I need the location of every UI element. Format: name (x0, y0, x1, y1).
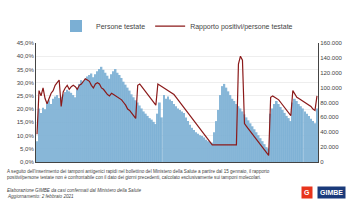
svg-text:Elaborazione GIMBE da casi con: Elaborazione GIMBE da casi confermati da… (7, 188, 141, 193)
svg-text:35,0%: 35,0% (17, 67, 35, 73)
svg-text:100.000: 100.000 (320, 85, 342, 91)
svg-text:Rapporto positivi/persone test: Rapporto positivi/persone testate (190, 23, 292, 31)
svg-text:25,0%: 25,0% (17, 93, 35, 99)
svg-text:80.000: 80.000 (320, 100, 339, 106)
svg-text:160.000: 160.000 (320, 40, 342, 46)
svg-text:0: 0 (320, 159, 324, 165)
svg-text:5,0%: 5,0% (20, 146, 34, 152)
svg-text:120.000: 120.000 (320, 70, 342, 76)
svg-text:60.000: 60.000 (320, 114, 339, 120)
svg-text:20,0%: 20,0% (17, 106, 35, 112)
svg-text:15,0%: 15,0% (17, 119, 35, 125)
svg-text:G: G (304, 189, 310, 196)
svg-text:45,0%: 45,0% (17, 40, 35, 46)
svg-text:Aggiornamento: 2 febbraio 2021: Aggiornamento: 2 febbraio 2021 (7, 194, 74, 199)
svg-text:Persone testate: Persone testate (96, 23, 145, 30)
svg-text:positivi/persone testate non è: positivi/persone testate non è confronta… (7, 175, 261, 180)
svg-text:GIMBE: GIMBE (320, 189, 343, 196)
svg-text:0,0%: 0,0% (20, 159, 34, 165)
svg-text:140.000: 140.000 (320, 55, 342, 61)
svg-text:40.000: 40.000 (320, 129, 339, 135)
svg-text:A seguito dell'inserimento dei: A seguito dell'inserimento dei tamponi a… (7, 169, 270, 174)
svg-text:30,0%: 30,0% (17, 80, 35, 86)
svg-text:40,0%: 40,0% (17, 53, 35, 59)
svg-text:20.000: 20.000 (320, 144, 339, 150)
svg-text:10,0%: 10,0% (17, 133, 35, 139)
